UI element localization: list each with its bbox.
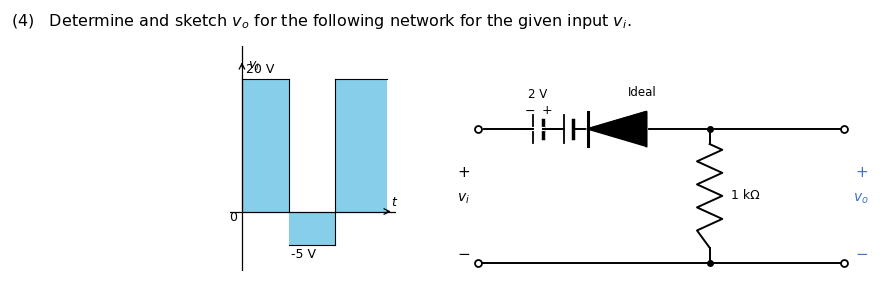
Text: 20 V: 20 V [246,63,274,76]
Text: $-$: $-$ [855,245,868,260]
Text: $v_o$: $v_o$ [853,192,869,206]
Text: $t$: $t$ [392,196,399,209]
Text: 1 kΩ: 1 kΩ [731,189,760,202]
Text: $+$: $+$ [541,104,552,117]
Text: $+$: $+$ [855,165,868,180]
Text: 2 V: 2 V [529,87,547,101]
Text: $-$: $-$ [457,245,470,260]
Text: 0: 0 [229,212,237,225]
Text: $v_i$: $v_i$ [247,59,259,72]
Text: $v_i$: $v_i$ [457,192,470,206]
Polygon shape [588,111,647,146]
Text: $-$: $-$ [524,104,535,117]
Text: $+$: $+$ [457,165,470,180]
Text: -5 V: -5 V [291,248,316,261]
Text: Ideal: Ideal [628,86,657,99]
Text: (4)   Determine and sketch $v_o$ for the following network for the given input $: (4) Determine and sketch $v_o$ for the f… [11,12,631,31]
